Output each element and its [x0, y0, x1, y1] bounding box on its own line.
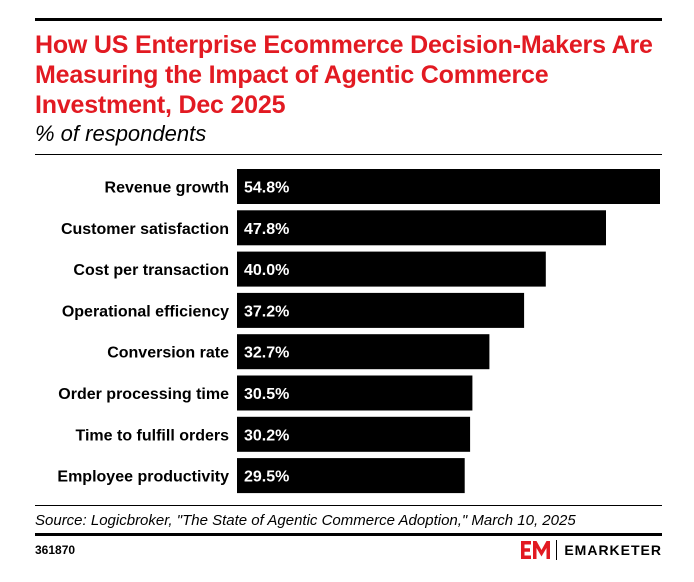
category-label: Operational efficiency	[62, 303, 229, 320]
bar	[237, 169, 660, 204]
brand-name: EMARKETER	[564, 542, 662, 558]
source-rule	[35, 505, 662, 506]
bar	[237, 292, 525, 328]
bar	[237, 210, 606, 246]
bar	[237, 251, 546, 287]
logo-divider	[556, 540, 558, 560]
category-label: Conversion rate	[107, 345, 229, 362]
bar-value-label: 37.2%	[244, 303, 289, 320]
category-label: Order processing time	[58, 386, 229, 403]
bar-value-label: 54.8%	[244, 180, 289, 197]
category-label: Employee productivity	[57, 469, 229, 486]
header-rule	[35, 154, 662, 155]
chart-source: Source: Logicbroker, "The State of Agent…	[35, 512, 576, 529]
bar	[237, 375, 473, 411]
category-label: Revenue growth	[105, 180, 229, 197]
bar	[237, 416, 471, 452]
bar	[237, 458, 465, 494]
footer-rule	[35, 533, 662, 536]
bar-chart: Revenue growth 54.8% Customer satisfaction…	[57, 169, 660, 494]
bar	[237, 334, 490, 370]
bar-value-label: 30.5%	[244, 386, 289, 403]
emarketer-logo[interactable]: EMARKETER	[521, 538, 662, 562]
category-label: Cost per transaction	[73, 262, 229, 279]
chart-subtitle: % of respondents	[35, 121, 207, 146]
top-rule	[35, 18, 662, 21]
bar-value-label: 40.0%	[244, 262, 289, 279]
chart-id: 361870	[35, 543, 76, 557]
category-label: Customer satisfaction	[61, 221, 229, 238]
bar-value-label: 29.5%	[244, 469, 289, 486]
chart-title: How US Enterprise Ecommerce Decision-Mak…	[35, 31, 653, 119]
bar-value-label: 32.7%	[244, 345, 289, 362]
bar-value-label: 47.8%	[244, 221, 289, 238]
em-logo-icon	[521, 541, 551, 559]
category-label: Time to fulfill orders	[76, 427, 230, 444]
bar-value-label: 30.2%	[244, 427, 289, 444]
